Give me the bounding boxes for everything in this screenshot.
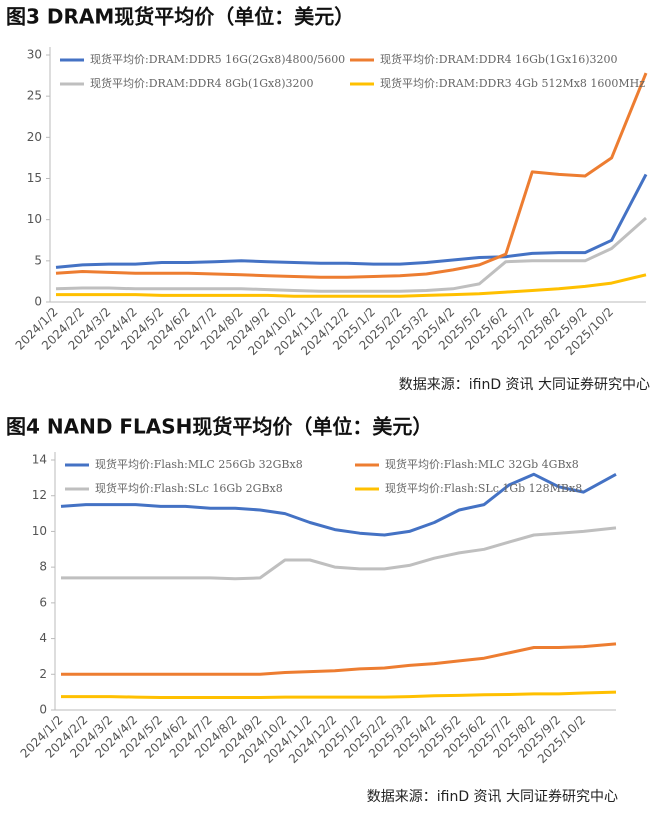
y-tick-label: 0	[39, 703, 47, 717]
legend-label: 现货平均价:Flash:MLC 256Gb 32GBx8	[95, 457, 303, 471]
y-tick-label: 12	[32, 488, 47, 502]
chart-title: 图3 DRAM现货平均价（单位：美元）	[6, 5, 354, 29]
y-tick-label: 10	[32, 524, 47, 538]
series-line	[56, 273, 647, 298]
y-tick-label: 4	[39, 631, 47, 645]
y-tick-label: 30	[27, 48, 42, 62]
y-tick-label: 5	[34, 253, 42, 267]
y-tick-label: 14	[32, 453, 47, 467]
series-line	[55, 173, 648, 269]
y-tick-label: 0	[34, 295, 42, 309]
y-tick-label: 20	[27, 130, 42, 144]
series-line	[61, 526, 617, 581]
source-note: 数据来源：ifinD 资讯 大同证券研究中心	[399, 377, 650, 393]
legend-label: 现货平均价:DRAM:DDR5 16G(2Gx8)4800/5600	[90, 52, 345, 66]
y-tick-label: 8	[39, 560, 47, 574]
y-tick-label: 25	[27, 89, 42, 103]
chart-title: 图4 NAND FLASH现货平均价（单位：美元）	[6, 415, 432, 439]
series-line	[55, 72, 648, 279]
y-tick-label: 2	[39, 667, 47, 681]
series-line	[61, 642, 617, 676]
legend-label: 现货平均价:Flash:SLc 1Gb 128MBx8	[385, 481, 582, 495]
y-tick-label: 15	[27, 171, 42, 185]
legend-label: 现货平均价:DRAM:DDR4 8Gb(1Gx8)3200	[90, 76, 314, 90]
series-line	[55, 216, 647, 293]
y-tick-label: 6	[39, 595, 47, 609]
legend-label: 现货平均价:DRAM:DDR3 4Gb 512Mx8 1600MHz	[380, 76, 645, 90]
series-line	[60, 472, 617, 537]
legend-label: 现货平均价:DRAM:DDR4 16Gb(1Gx16)3200	[380, 52, 618, 66]
legend-label: 现货平均价:Flash:SLc 16Gb 2GBx8	[95, 481, 283, 495]
source-note: 数据来源：ifinD 资讯 大同证券研究中心	[367, 789, 618, 805]
y-tick-label: 10	[27, 212, 42, 226]
series-line	[61, 690, 617, 699]
legend-label: 现货平均价:Flash:MLC 32Gb 4GBx8	[385, 457, 579, 471]
